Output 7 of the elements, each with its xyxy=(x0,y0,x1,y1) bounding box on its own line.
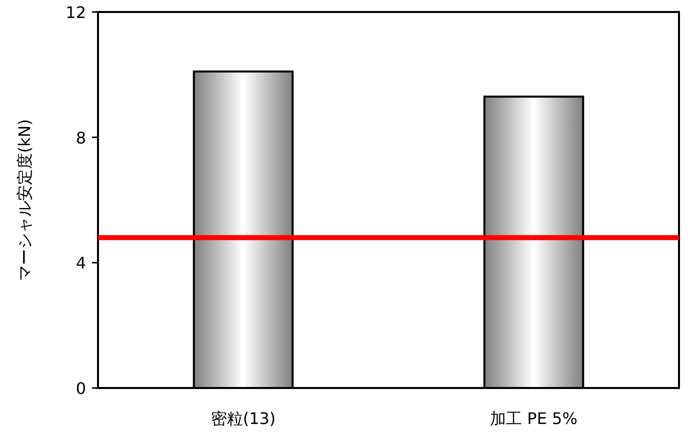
y-tick-label: 0 xyxy=(76,379,86,398)
x-tick-label: 密粒(13) xyxy=(210,409,276,428)
y-tick-label: 8 xyxy=(76,128,86,148)
x-tick-label: 加工 PE 5% xyxy=(490,409,578,428)
y-tick-label: 12 xyxy=(66,3,86,22)
y-tick-label: 4 xyxy=(76,254,86,273)
y-axis-title: マーシャル安定度(kN) xyxy=(15,119,34,281)
